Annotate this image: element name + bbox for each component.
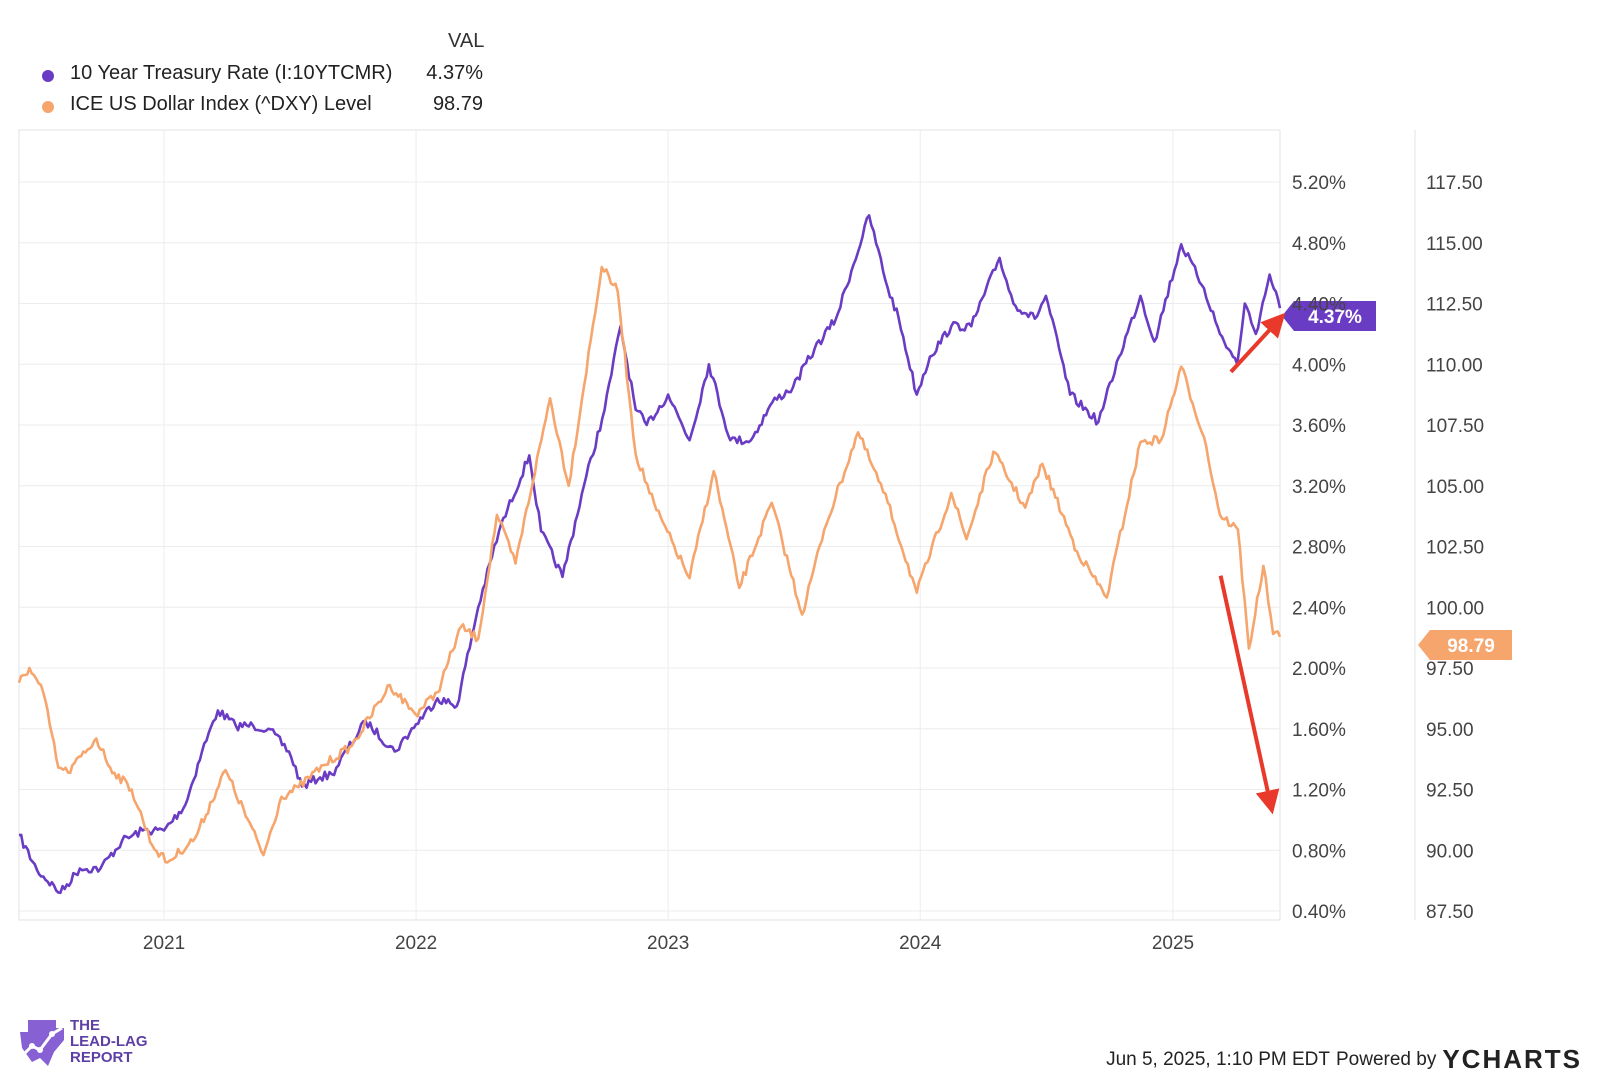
y-right-tick-label: 105.00 bbox=[1426, 477, 1484, 498]
series-layer: 4.37% 98.79 bbox=[17, 214, 1512, 895]
y-right-tick-label: 107.50 bbox=[1426, 416, 1484, 437]
legend-label: ICE US Dollar Index (^DXY) Level bbox=[70, 93, 372, 115]
end-tag-treasury: 4.37% bbox=[1282, 301, 1376, 331]
logo-text-line2: LEAD-LAG bbox=[70, 1033, 148, 1050]
y-left-tick-label: 4.00% bbox=[1292, 355, 1346, 376]
legend-value: 4.37% bbox=[426, 62, 483, 84]
x-tick-label: 2021 bbox=[143, 933, 185, 954]
y-left-tick-label: 1.20% bbox=[1292, 781, 1346, 802]
end-tag-dxy-bg bbox=[1418, 630, 1512, 660]
x-tick-label: 2022 bbox=[395, 933, 437, 954]
series-dot-icon bbox=[42, 101, 54, 113]
annotation-arrow-treasury bbox=[1229, 312, 1286, 374]
lead-lag-logo-icon bbox=[20, 1020, 64, 1066]
annotation-layer bbox=[1218, 312, 1286, 815]
y-right-tick-label: 100.00 bbox=[1426, 598, 1484, 619]
y-left-tick-label: 0.40% bbox=[1292, 902, 1346, 923]
logo-text-line1: THE bbox=[70, 1017, 100, 1034]
y-right-tick-label: 97.50 bbox=[1426, 659, 1474, 680]
y-left-tick-label: 0.80% bbox=[1292, 841, 1346, 862]
y-left-tick-label: 1.60% bbox=[1292, 720, 1346, 741]
y-right-tick-label: 90.00 bbox=[1426, 841, 1474, 862]
y-left-tick-label: 3.20% bbox=[1292, 477, 1346, 498]
y-left-tick-label: 4.80% bbox=[1292, 234, 1346, 255]
timestamp: Jun 5, 2025, 1:10 PM EDT bbox=[1106, 1048, 1330, 1070]
x-tick-label: 2024 bbox=[899, 933, 942, 954]
ycharts-brand[interactable]: YCHARTS bbox=[1442, 1044, 1582, 1074]
grid bbox=[18, 129, 1416, 921]
legend-value: 98.79 bbox=[432, 93, 483, 115]
y-right-tick-label: 117.50 bbox=[1426, 173, 1483, 194]
y-left-tick-label: 4.40% bbox=[1292, 295, 1346, 316]
legend-header: VAL bbox=[448, 30, 485, 52]
x-tick-label: 2025 bbox=[1152, 933, 1194, 954]
end-tag-treasury-bg bbox=[1282, 301, 1376, 331]
y-right-tick-label: 102.50 bbox=[1426, 538, 1484, 559]
footer: Jun 5, 2025, 1:10 PM EDT Powered by YCHA… bbox=[1106, 1044, 1582, 1075]
y-left-tick-label: 5.20% bbox=[1292, 173, 1346, 194]
end-tag-treasury-text: 4.37% bbox=[1308, 307, 1362, 328]
powered-by: Powered by bbox=[1335, 1048, 1437, 1070]
series-line-dxy bbox=[17, 265, 1282, 864]
y-left-tick-label: 2.80% bbox=[1292, 538, 1346, 559]
annotation-arrow-dxy bbox=[1218, 575, 1280, 815]
y-left-tick-label: 3.60% bbox=[1292, 416, 1346, 437]
series-dot-icon bbox=[42, 70, 54, 82]
logo-text-line3: REPORT bbox=[70, 1049, 133, 1066]
axis-layer: 0.40% 87.50 0.80% 90.00 1.20% 92.50 1.60% 95.00… bbox=[143, 173, 1484, 954]
end-tag-dxy-text: 98.79 bbox=[1447, 636, 1495, 657]
y-right-tick-label: 87.50 bbox=[1426, 902, 1474, 923]
legend-label: 10 Year Treasury Rate (I:10YTCMR) bbox=[70, 62, 393, 84]
end-tag-dxy: 98.79 bbox=[1418, 630, 1512, 660]
y-left-tick-label: 2.00% bbox=[1292, 659, 1346, 680]
y-right-tick-label: 92.50 bbox=[1426, 781, 1474, 802]
y-right-tick-label: 95.00 bbox=[1426, 720, 1474, 741]
y-right-tick-label: 110.00 bbox=[1426, 355, 1483, 376]
plot-frame bbox=[18, 129, 1281, 921]
y-right-tick-label: 112.50 bbox=[1426, 295, 1483, 316]
lead-lag-logo: THE LEAD-LAG REPORT bbox=[18, 1018, 168, 1074]
y-left-tick-label: 2.40% bbox=[1292, 598, 1346, 619]
y-right-tick-label: 115.00 bbox=[1426, 234, 1483, 255]
x-tick-label: 2023 bbox=[647, 933, 689, 954]
series-line-treasury bbox=[18, 214, 1282, 895]
